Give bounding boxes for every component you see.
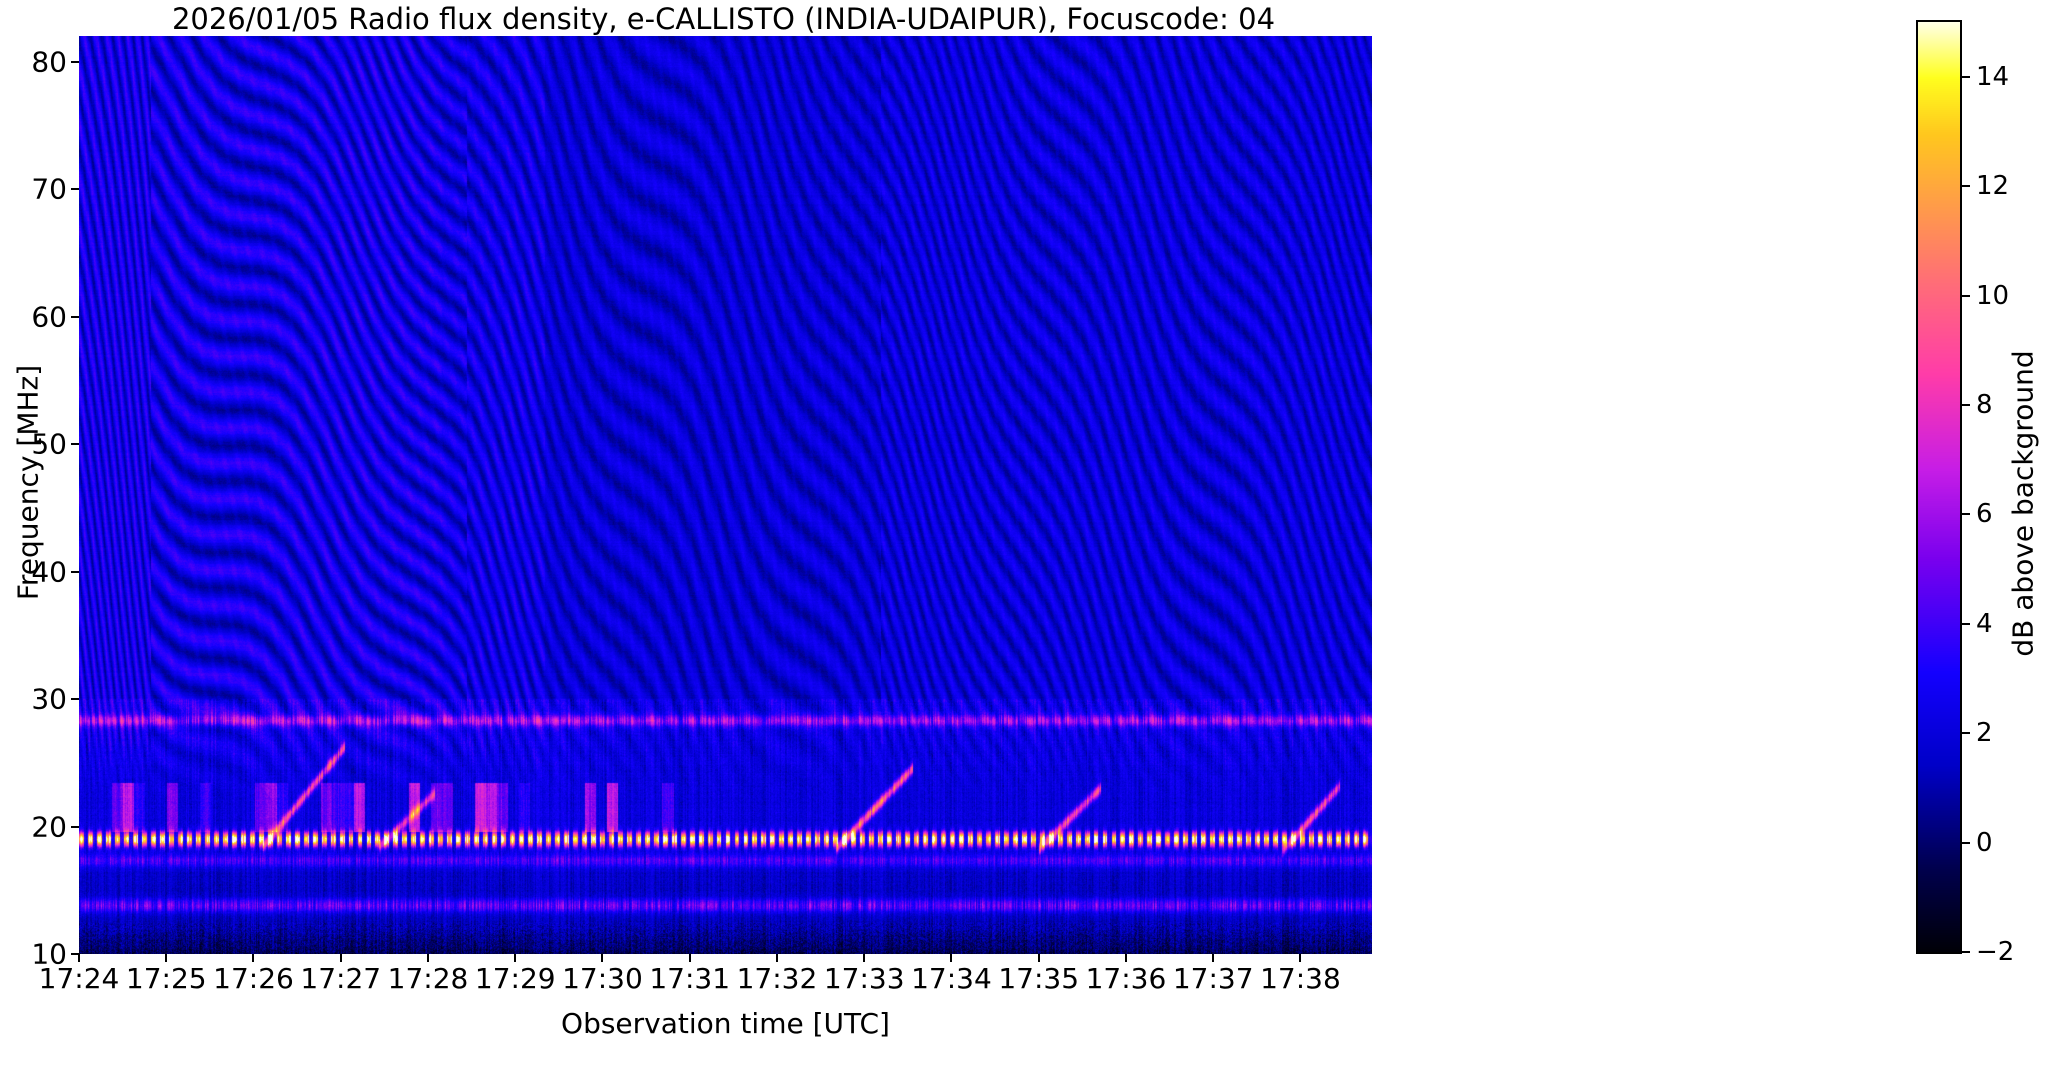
x-tick-label: 17:28 bbox=[387, 962, 469, 995]
y-tick-label: 60 bbox=[31, 300, 67, 333]
page-title: 2026/01/05 Radio flux density, e-CALLIST… bbox=[171, 2, 1276, 36]
colorbar-tick-label: 12 bbox=[1976, 171, 2010, 202]
x-tick-label: 17:25 bbox=[125, 962, 207, 995]
y-tick-mark bbox=[71, 953, 79, 955]
y-tick-label: 40 bbox=[31, 555, 67, 588]
y-tick-label: 80 bbox=[31, 45, 67, 78]
y-tick-mark bbox=[71, 60, 79, 63]
colorbar bbox=[1916, 20, 1962, 954]
colorbar-gradient bbox=[1918, 22, 1960, 952]
x-tick-label: 17:34 bbox=[911, 962, 992, 995]
x-tick-mark bbox=[775, 954, 778, 962]
colorbar-tick-mark bbox=[1962, 403, 1970, 406]
x-tick-mark bbox=[165, 954, 168, 962]
x-tick-mark bbox=[78, 954, 80, 962]
x-tick-label: 17:30 bbox=[562, 962, 643, 995]
x-axis-label: Observation time [UTC] bbox=[561, 1007, 890, 1040]
x-tick-label: 17:36 bbox=[1085, 962, 1167, 995]
y-tick-mark bbox=[71, 570, 79, 573]
colorbar-tick-mark bbox=[1962, 951, 1970, 953]
x-tick-mark bbox=[950, 954, 953, 962]
colorbar-tick-mark bbox=[1962, 75, 1970, 78]
x-tick-mark bbox=[1299, 954, 1302, 962]
y-tick-label: 10 bbox=[31, 937, 67, 971]
spectrogram-canvas bbox=[79, 36, 1372, 954]
x-tick-mark bbox=[339, 954, 342, 962]
x-tick-mark bbox=[1124, 954, 1127, 962]
colorbar-tick-label: 0 bbox=[1976, 827, 1993, 858]
y-tick-mark bbox=[71, 698, 79, 700]
colorbar-tick-mark bbox=[1962, 732, 1970, 735]
x-tick-label: 17:35 bbox=[998, 962, 1080, 995]
y-tick-mark bbox=[71, 315, 79, 318]
colorbar-tick-mark bbox=[1962, 622, 1970, 625]
x-tick-mark bbox=[1212, 954, 1215, 962]
y-tick-label: 50 bbox=[31, 427, 67, 461]
y-tick-label: 20 bbox=[31, 810, 67, 843]
x-tick-label: 17:31 bbox=[649, 962, 731, 995]
x-tick-label: 17:38 bbox=[1260, 962, 1341, 995]
x-tick-mark bbox=[688, 954, 691, 962]
colorbar-tick-label: 10 bbox=[1976, 280, 2010, 311]
x-tick-mark bbox=[426, 954, 429, 962]
colorbar-tick-mark bbox=[1962, 513, 1970, 516]
x-tick-label: 17:27 bbox=[300, 962, 382, 995]
x-tick-mark bbox=[514, 954, 517, 962]
x-tick-mark bbox=[1037, 954, 1040, 962]
colorbar-tick-mark bbox=[1962, 185, 1970, 188]
colorbar-tick-label: 8 bbox=[1976, 389, 1993, 420]
x-tick-label: 17:26 bbox=[213, 962, 294, 995]
x-tick-label: 17:24 bbox=[38, 962, 120, 995]
x-tick-label: 17:29 bbox=[474, 962, 556, 995]
colorbar-tick-label: −2 bbox=[1976, 937, 2015, 967]
colorbar-tick-label: 6 bbox=[1976, 499, 1993, 530]
colorbar-label: dB above background bbox=[2006, 350, 2040, 657]
x-tick-label: 17:33 bbox=[823, 962, 905, 995]
x-tick-label: 17:37 bbox=[1172, 962, 1254, 995]
spectrogram-plot-area[interactable] bbox=[79, 36, 1372, 954]
y-tick-label: 70 bbox=[31, 172, 67, 206]
colorbar-tick-mark bbox=[1962, 294, 1970, 297]
colorbar-tick-label: 2 bbox=[1976, 718, 1993, 749]
y-tick-mark bbox=[71, 188, 79, 190]
x-tick-mark bbox=[601, 954, 604, 962]
y-tick-mark bbox=[71, 825, 79, 828]
colorbar-tick-label: 4 bbox=[1976, 608, 1993, 639]
x-tick-mark bbox=[252, 954, 255, 962]
y-tick-mark bbox=[71, 443, 79, 445]
colorbar-tick-label: 14 bbox=[1976, 61, 2010, 92]
x-tick-mark bbox=[863, 954, 866, 962]
colorbar-tick-mark bbox=[1962, 841, 1970, 844]
y-tick-label: 30 bbox=[31, 682, 67, 716]
x-tick-label: 17:32 bbox=[736, 962, 818, 995]
